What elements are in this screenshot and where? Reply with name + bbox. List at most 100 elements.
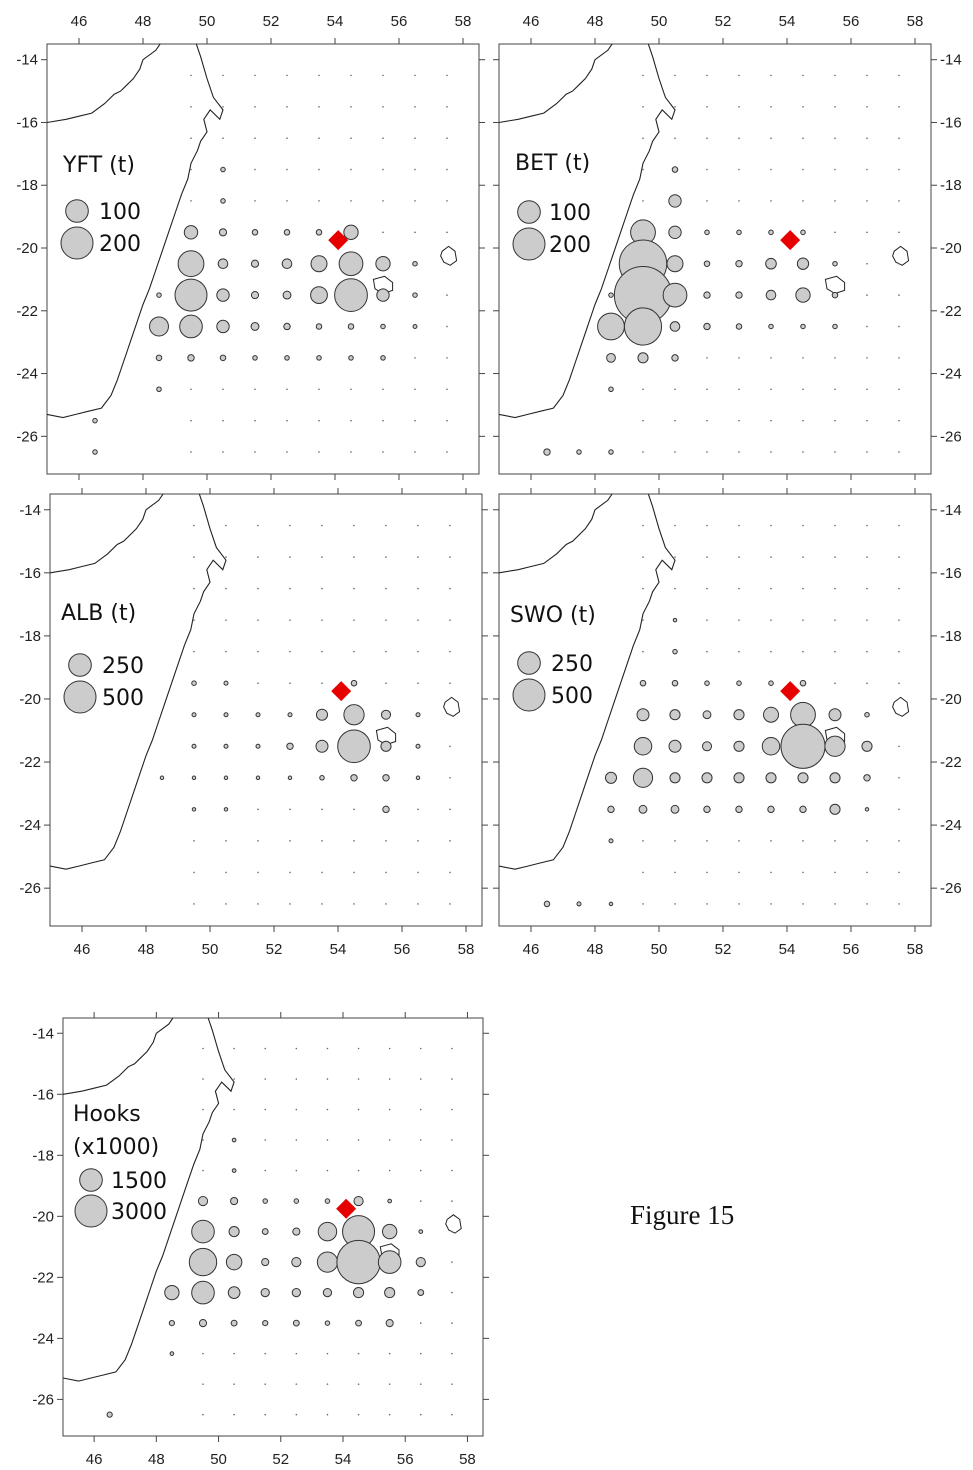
grid-dot bbox=[446, 388, 448, 391]
grid-dot bbox=[834, 74, 836, 77]
grid-dot bbox=[350, 105, 352, 108]
red-diamond-marker bbox=[328, 230, 349, 251]
lon-tick-label: 56 bbox=[397, 1451, 414, 1468]
catch-bubble bbox=[606, 352, 616, 363]
grid-dot bbox=[326, 1169, 329, 1172]
grid-dot bbox=[866, 388, 868, 391]
catch-bubble bbox=[608, 292, 614, 298]
catch-bubble bbox=[353, 1195, 364, 1207]
catch-bubble bbox=[191, 680, 197, 686]
lat-tick-label: -14 bbox=[940, 52, 962, 69]
grid-dot bbox=[706, 587, 708, 590]
grid-dot bbox=[834, 388, 836, 391]
legend-label: 100 bbox=[99, 200, 141, 225]
grid-dot bbox=[866, 650, 868, 653]
grid-dot bbox=[802, 419, 804, 422]
catch-bubble bbox=[623, 307, 663, 346]
lat-tick-label: -16 bbox=[19, 565, 41, 582]
panel-plot-area bbox=[499, 494, 910, 908]
catch-bubble bbox=[260, 1287, 270, 1298]
catch-bubble bbox=[191, 712, 197, 718]
grid-dot bbox=[353, 556, 355, 558]
grid-dot bbox=[446, 137, 448, 139]
grid-dot bbox=[802, 556, 804, 558]
grid-dot bbox=[770, 903, 772, 905]
grid-dot bbox=[353, 524, 355, 527]
grid-dot bbox=[321, 556, 323, 558]
grid-dot bbox=[642, 840, 644, 842]
grid-dot bbox=[866, 524, 868, 527]
grid-dot bbox=[866, 357, 868, 359]
catch-bubble bbox=[633, 737, 653, 756]
map-panel-2: 46 48 50 52 54 56 58 -14 -16 -18 -20 -22 -24 -26 BET (… bbox=[493, 13, 962, 480]
grid-dot bbox=[357, 1047, 360, 1050]
grid-dot bbox=[706, 105, 708, 108]
catch-bubble bbox=[380, 709, 392, 720]
grid-dot bbox=[738, 419, 740, 422]
grid-dot bbox=[898, 388, 900, 391]
grid-dot bbox=[225, 619, 227, 621]
grid-dot bbox=[385, 650, 387, 653]
grid-dot bbox=[417, 903, 419, 905]
catch-bubble bbox=[671, 166, 679, 173]
catch-bubble bbox=[735, 805, 743, 814]
grid-dot bbox=[738, 556, 740, 558]
grid-dot bbox=[866, 419, 868, 422]
island-outline-1 bbox=[440, 245, 458, 266]
grid-dot bbox=[802, 524, 804, 527]
legend-bubble bbox=[517, 200, 541, 224]
grid-dot bbox=[770, 840, 772, 842]
grid-dot bbox=[289, 619, 291, 621]
lon-tick-label: 54 bbox=[779, 13, 796, 30]
catch-bubble bbox=[156, 386, 162, 393]
grid-dot bbox=[834, 231, 836, 234]
grid-dot bbox=[289, 903, 291, 905]
grid-dot bbox=[770, 388, 772, 391]
legend-label: 1500 bbox=[111, 1169, 167, 1194]
catch-bubble bbox=[377, 1250, 402, 1274]
grid-dot bbox=[321, 840, 323, 842]
grid-dot bbox=[866, 168, 868, 171]
grid-dot bbox=[225, 650, 227, 653]
grid-dot bbox=[257, 587, 259, 590]
lon-tick-label: 52 bbox=[715, 13, 732, 30]
grid-dot bbox=[802, 105, 804, 108]
grid-dot bbox=[286, 168, 288, 171]
catch-bubble bbox=[797, 772, 809, 784]
grid-dot bbox=[642, 200, 644, 202]
grid-dot bbox=[674, 451, 676, 453]
catch-bubble bbox=[92, 417, 98, 424]
legend-label: 500 bbox=[102, 686, 144, 711]
lon-tick-label: 46 bbox=[86, 1451, 103, 1468]
catch-bubble bbox=[292, 1227, 301, 1236]
grid-dot bbox=[225, 840, 227, 842]
catch-bubble bbox=[223, 680, 229, 686]
catch-bubble bbox=[177, 250, 205, 278]
catch-bubble bbox=[319, 775, 325, 781]
grid-dot bbox=[385, 682, 387, 684]
grid-dot bbox=[326, 1047, 329, 1050]
grid-dot bbox=[193, 650, 195, 653]
grid-dot bbox=[738, 451, 740, 453]
grid-dot bbox=[802, 388, 804, 391]
grid-dot bbox=[674, 524, 676, 527]
panel-title: Hooks bbox=[73, 1102, 141, 1127]
grid-dot bbox=[898, 419, 900, 422]
lon-tick-label: 52 bbox=[715, 941, 732, 958]
grid-dot bbox=[898, 776, 900, 779]
grid-dot bbox=[866, 262, 868, 265]
catch-bubble bbox=[780, 723, 826, 769]
grid-dot bbox=[202, 1383, 204, 1385]
catch-bubble bbox=[324, 1198, 331, 1204]
grid-dot bbox=[350, 168, 352, 171]
catch-bubble bbox=[768, 680, 774, 686]
lon-tick-label: 46 bbox=[523, 941, 540, 958]
catch-bubble bbox=[324, 1320, 331, 1326]
grid-dot bbox=[834, 168, 836, 171]
grid-dot bbox=[706, 419, 708, 422]
lat-tick-label: -26 bbox=[940, 880, 962, 897]
lon-tick-label: 46 bbox=[71, 13, 88, 30]
catch-bubble bbox=[343, 224, 359, 240]
catch-bubble bbox=[832, 260, 838, 267]
catch-bubble bbox=[350, 774, 358, 782]
